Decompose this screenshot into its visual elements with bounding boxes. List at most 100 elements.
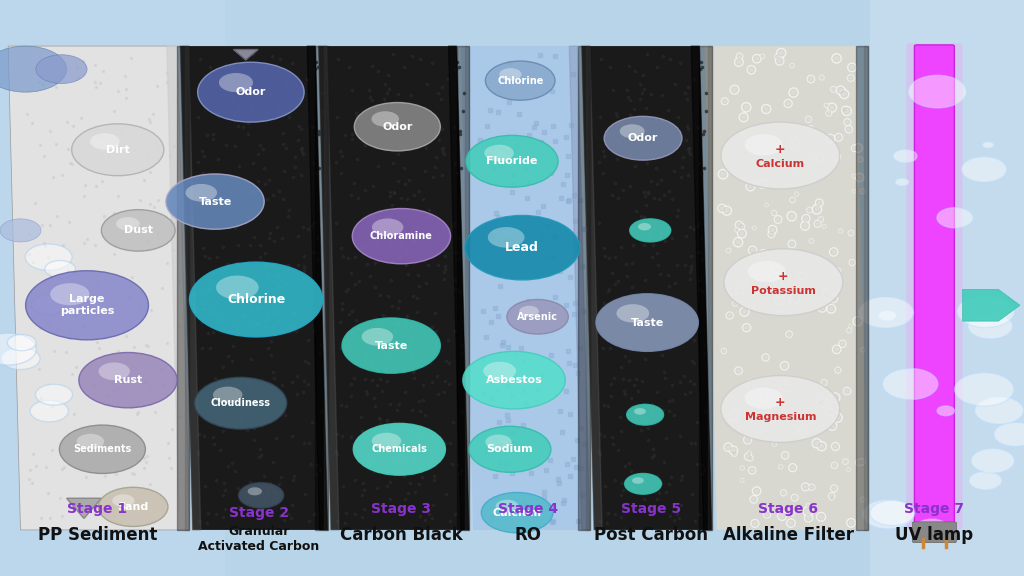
Point xyxy=(514,420,530,430)
Point xyxy=(353,491,370,500)
Point xyxy=(833,226,849,236)
Point xyxy=(438,490,455,499)
Point xyxy=(490,417,507,426)
Point xyxy=(195,168,211,177)
Circle shape xyxy=(484,145,514,161)
Point xyxy=(368,259,384,268)
Point xyxy=(416,139,432,149)
Point xyxy=(256,63,272,72)
Point xyxy=(645,141,662,150)
Point xyxy=(672,378,688,387)
Point xyxy=(769,52,785,61)
Point xyxy=(516,357,532,366)
Point xyxy=(725,412,741,421)
Point xyxy=(306,510,323,519)
Point xyxy=(685,380,701,389)
Point xyxy=(830,132,847,142)
Point xyxy=(674,471,690,480)
Polygon shape xyxy=(180,46,201,530)
Point xyxy=(67,310,83,320)
FancyBboxPatch shape xyxy=(914,45,954,528)
Point xyxy=(202,62,218,71)
Point xyxy=(784,195,801,204)
Circle shape xyxy=(858,297,913,328)
Point xyxy=(825,294,842,303)
Point xyxy=(841,326,857,335)
Circle shape xyxy=(26,271,148,340)
Point xyxy=(777,451,794,460)
Point xyxy=(311,465,328,475)
Point xyxy=(534,137,550,146)
Point xyxy=(53,170,70,180)
Point xyxy=(722,311,738,320)
Point xyxy=(647,113,664,123)
Point xyxy=(838,457,854,466)
Point xyxy=(820,291,837,300)
Point xyxy=(341,309,357,319)
Circle shape xyxy=(0,333,37,365)
Point xyxy=(437,262,454,271)
Point xyxy=(522,468,539,478)
Point xyxy=(240,415,256,425)
Point xyxy=(437,264,454,274)
Point xyxy=(364,357,380,366)
Point xyxy=(717,97,733,106)
Point xyxy=(720,246,736,255)
Point xyxy=(406,367,422,376)
Point xyxy=(276,167,293,176)
Point xyxy=(486,471,503,480)
Point xyxy=(284,431,300,440)
Point xyxy=(232,419,249,429)
Point xyxy=(332,317,348,327)
Point xyxy=(226,467,243,476)
Point xyxy=(285,172,301,181)
Point xyxy=(367,283,383,292)
Point xyxy=(739,435,756,445)
Point xyxy=(347,253,364,262)
Point xyxy=(95,67,112,76)
Point xyxy=(236,310,252,320)
Text: Stage 2: Stage 2 xyxy=(229,506,289,520)
Point xyxy=(120,425,136,434)
Point xyxy=(372,290,388,300)
Point xyxy=(606,279,623,289)
Point xyxy=(618,85,635,94)
Point xyxy=(381,478,397,487)
Point xyxy=(170,475,186,484)
Point xyxy=(842,321,858,331)
Point xyxy=(514,309,530,318)
Point xyxy=(766,209,782,218)
Point xyxy=(482,143,499,152)
Point xyxy=(783,239,800,248)
Point xyxy=(604,134,621,143)
Point xyxy=(414,472,430,482)
Text: Stage 4: Stage 4 xyxy=(499,502,558,516)
Point xyxy=(44,402,60,411)
Point xyxy=(828,152,845,161)
Point xyxy=(535,234,551,244)
Point xyxy=(274,129,291,138)
Point xyxy=(110,191,126,200)
Point xyxy=(548,234,564,243)
Point xyxy=(538,465,554,475)
Point xyxy=(474,389,490,399)
Point xyxy=(777,451,794,460)
Point xyxy=(444,417,461,426)
Point xyxy=(402,323,419,332)
Point xyxy=(447,510,464,519)
Point xyxy=(804,483,820,492)
Point xyxy=(776,361,793,370)
Polygon shape xyxy=(180,46,328,530)
Point xyxy=(775,488,792,498)
Circle shape xyxy=(1,348,40,370)
Point xyxy=(682,264,698,274)
Point xyxy=(396,387,413,396)
Point xyxy=(673,172,689,181)
Point xyxy=(364,96,380,105)
Point xyxy=(809,219,825,228)
Polygon shape xyxy=(578,46,590,530)
Point xyxy=(759,503,775,512)
Point xyxy=(385,188,401,197)
Point xyxy=(644,296,660,305)
Point xyxy=(432,94,449,104)
